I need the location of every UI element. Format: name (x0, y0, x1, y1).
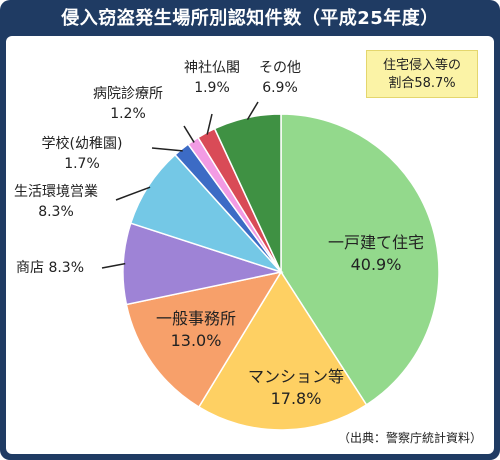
slice-value-5: 1.7% (64, 156, 100, 172)
leader-line-8 (246, 101, 259, 121)
slice-name-6: 病院診療所 (93, 85, 163, 102)
chart-panel: 一戸建て住宅 40.9% マンション等 17.8% 一般事務所 13.0% 商店 8.3% 生… (6, 36, 494, 454)
slice-name-8: その他 (259, 60, 301, 76)
slice-value-4: 8.3% (38, 204, 74, 220)
source-note: （出典：警察庁統計資料） (337, 431, 482, 445)
pie-slice-8 (213, 113, 282, 273)
leader-line-4 (115, 186, 151, 201)
slice-value-2: 13.0% (171, 331, 222, 350)
housing-share-note: 住宅侵入等の 割合58.7% (366, 50, 478, 98)
slice-value-0: 40.9% (351, 255, 402, 274)
note-line-2: 割合58.7% (388, 76, 456, 91)
pie-slice-1 (197, 270, 368, 431)
slice-value-6: 1.2% (110, 106, 146, 122)
slice-name-5: 学校(幼稚園) (42, 135, 123, 152)
slice-name-2: 一般事務所 (156, 309, 236, 328)
leader-line-6 (183, 125, 195, 143)
slice-value-7: 1.9% (194, 80, 230, 96)
slice-label-3: 商店 8.3% (16, 260, 84, 276)
leader-line-3 (101, 262, 126, 269)
note-line-1: 住宅侵入等の (382, 58, 461, 73)
slice-name-0: 一戸建て住宅 (328, 233, 424, 252)
leader-line-7 (206, 113, 213, 135)
chart-title: 侵入窃盗発生場所別認知件数（平成25年度） (61, 8, 439, 29)
slice-name-4: 生活環境営業 (14, 184, 98, 200)
slice-name-7: 神社仏閣 (184, 60, 240, 76)
leader-line-5 (151, 147, 183, 152)
slice-name-1: マンション等 (248, 367, 344, 386)
pie-chart: 一戸建て住宅 40.9% マンション等 17.8% 一般事務所 13.0% 商店 8.3% 生… (14, 60, 440, 431)
pie-slice-2 (125, 270, 283, 409)
slice-value-1: 17.8% (271, 389, 322, 408)
slice-value-8: 6.9% (262, 80, 298, 96)
